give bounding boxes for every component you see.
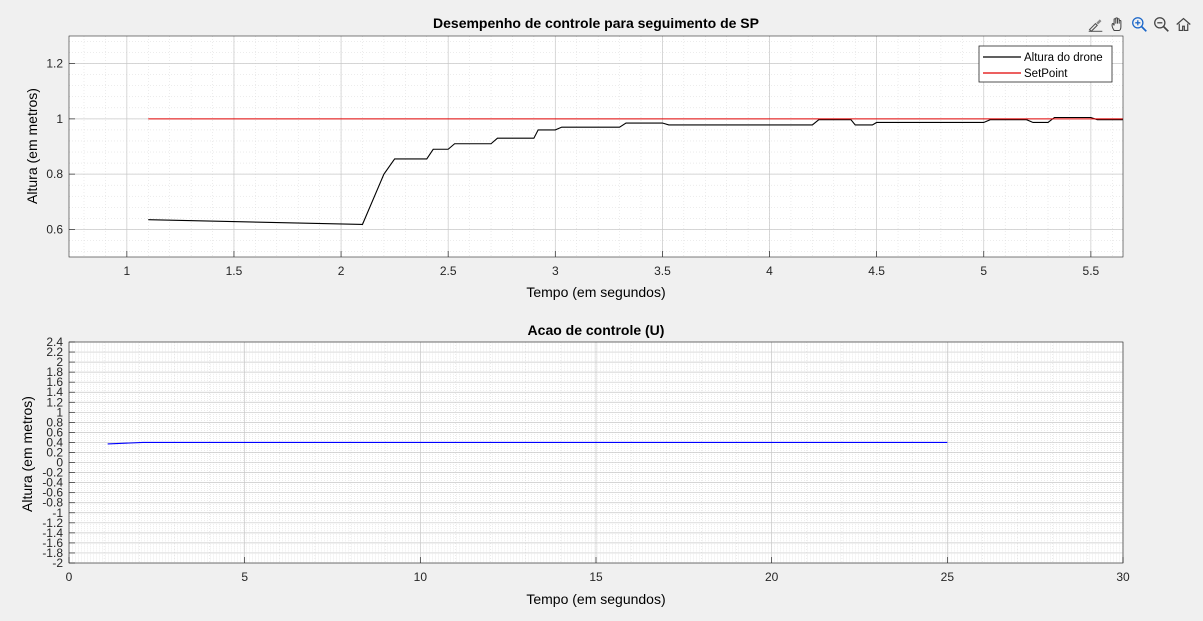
y-axis-label-bottom: Altura (em metros) [19,396,35,512]
axes-toolbar [1085,14,1193,34]
y-tick-label: -2 [52,556,63,570]
x-tick-label: 0 [66,570,73,584]
legend-box [978,45,1113,83]
axes-top: 1 1.5 2 2.5 3 3.5 4 4.5 5 5.5 0.6 0.8 1 1.2 Desempenh… [24,15,1124,300]
y-tick-label: 0 [56,456,63,470]
x-tick-label: 2 [338,264,345,278]
x-tick-label: 3 [552,264,559,278]
y-tick-label: -1.6 [42,536,63,550]
ticks-bottom: 0 5 10 15 20 25 30-2-1.8-1.6-1.4-1.2-1-0.8-0.6… [42,335,1130,584]
y-tick-label: -1.4 [42,526,63,540]
legend-label-setpoint: SetPoint [1024,68,1068,80]
x-tick-label: 4.5 [868,264,885,278]
legend-label-altura: Altura do drone [1024,52,1103,64]
x-axis-label-top: Tempo (em segundos) [526,284,665,300]
chart-title-bottom: Acao de controle (U) [528,322,665,338]
y-tick-label: 0.8 [46,415,63,429]
x-tick-label: 5 [241,570,248,584]
y-tick-label: 1.2 [46,57,63,71]
zoom-in-icon[interactable] [1129,14,1149,34]
series-line-0-0 [148,116,1123,225]
y-tick-label: -1.8 [42,546,63,560]
chart-title-top: Desempenho de controle para seguimento d… [433,15,759,31]
y-tick-label: 0.8 [46,167,63,181]
x-tick-label: 3.5 [654,264,671,278]
plot-area-top [69,36,1123,257]
x-tick-label: 1 [123,264,130,278]
zoom-out-icon[interactable] [1151,14,1171,34]
y-tick-label: 1.6 [46,375,63,389]
series-layer-top [148,116,1123,225]
y-tick-label: 0.6 [46,425,63,439]
pan-hand-icon[interactable] [1107,14,1127,34]
x-tick-label: 1.5 [226,264,243,278]
x-axis-label-bottom: Tempo (em segundos) [526,591,665,607]
x-tick-label: 25 [941,570,955,584]
y-tick-label: 1 [56,405,63,419]
home-icon[interactable] [1173,14,1193,34]
x-tick-label: 2.5 [440,264,457,278]
x-tick-label: 10 [414,570,428,584]
y-tick-label: -0.4 [42,476,63,490]
y-tick-label: 1.2 [46,395,63,409]
y-tick-label: 0.2 [46,446,63,460]
y-tick-label: -0.2 [42,466,63,480]
series-line-1-0 [107,441,948,445]
y-tick-label: 0.6 [46,222,63,236]
series-layer-bottom [107,441,948,445]
y-tick-label: -1 [52,506,63,520]
y-tick-label: 1.4 [46,385,63,399]
x-tick-label: 15 [589,570,603,584]
y-tick-label: 2.4 [46,335,63,349]
ticks-top: 1 1.5 2 2.5 3 3.5 4 4.5 5 5.5 0.6 0.8 1 1.2 [46,57,1099,278]
brush-icon[interactable] [1085,14,1105,34]
y-tick-label: 1.8 [46,365,63,379]
x-tick-label: 20 [765,570,779,584]
y-tick-label: -0.6 [42,486,63,500]
legend[interactable]: Altura do drone SetPoint [978,45,1113,83]
y-tick-label: 1 [56,112,63,126]
y-tick-label: 2 [56,355,63,369]
y-tick-label: 2.2 [46,345,63,359]
y-tick-label: 0.4 [46,435,63,449]
axes-box-top [68,35,1124,258]
x-tick-label: 4 [766,264,773,278]
x-tick-label: 30 [1116,570,1130,584]
y-tick-label: -0.8 [42,496,63,510]
axes-bottom: 0 5 10 15 20 25 30-2-1.8-1.6-1.4-1.2-1-0.8-0.6… [19,322,1130,607]
y-axis-label-top: Altura (em metros) [24,88,40,204]
y-tick-label: -1.2 [42,516,63,530]
x-tick-label: 5.5 [1083,264,1100,278]
x-tick-label: 5 [980,264,987,278]
